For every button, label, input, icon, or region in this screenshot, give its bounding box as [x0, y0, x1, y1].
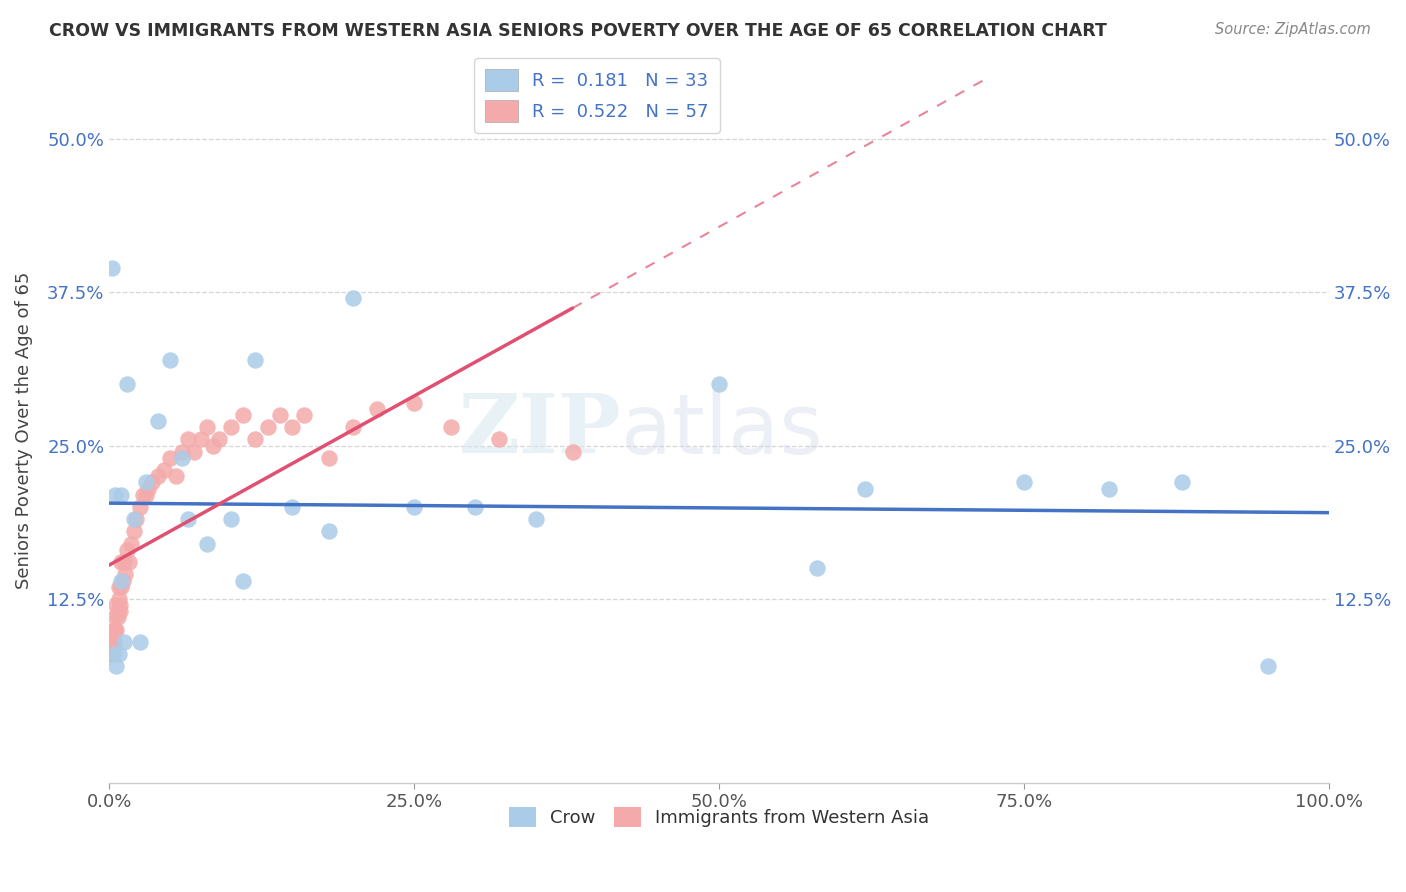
Text: ZIP: ZIP [458, 390, 621, 470]
Point [110, 555, 132, 569]
Point [117, 555, 139, 569]
Point [117, 542, 139, 557]
Point [98, 647, 121, 661]
Point [1012, 475, 1035, 490]
Point [440, 420, 463, 434]
Point [108, 580, 131, 594]
Point [464, 500, 486, 514]
Point [146, 414, 169, 428]
Point [488, 433, 510, 447]
Point [342, 420, 364, 434]
Point [195, 420, 218, 434]
Point [208, 433, 231, 447]
Point [366, 401, 388, 416]
Point [281, 420, 304, 434]
Point [101, 641, 124, 656]
Point [120, 537, 142, 551]
Point [117, 377, 139, 392]
Point [172, 450, 194, 465]
Point [111, 574, 134, 588]
Point [190, 433, 212, 447]
Point [108, 647, 131, 661]
Y-axis label: Seniors Poverty Over the Age of 65: Seniors Poverty Over the Age of 65 [15, 271, 32, 589]
Text: CROW VS IMMIGRANTS FROM WESTERN ASIA SENIORS POVERTY OVER THE AGE OF 65 CORRELAT: CROW VS IMMIGRANTS FROM WESTERN ASIA SEN… [49, 22, 1107, 40]
Point [108, 591, 131, 606]
Point [281, 500, 304, 514]
Point [141, 475, 163, 490]
Point [125, 512, 148, 526]
Text: atlas: atlas [621, 390, 823, 471]
Point [159, 450, 181, 465]
Point [159, 352, 181, 367]
Point [561, 444, 583, 458]
Point [318, 524, 340, 539]
Point [201, 439, 224, 453]
Point [108, 598, 131, 612]
Point [105, 623, 128, 637]
Point [402, 500, 425, 514]
Point [114, 567, 136, 582]
Text: Source: ZipAtlas.com: Source: ZipAtlas.com [1215, 22, 1371, 37]
Point [177, 433, 200, 447]
Point [104, 623, 127, 637]
Point [100, 260, 122, 275]
Point [318, 450, 340, 465]
Point [110, 488, 132, 502]
Point [100, 635, 122, 649]
Point [1098, 482, 1121, 496]
Point [219, 420, 242, 434]
Point [245, 352, 267, 367]
Point [219, 512, 242, 526]
Point [107, 604, 129, 618]
Point [98, 647, 121, 661]
Point [183, 444, 205, 458]
Point [172, 444, 194, 458]
Point [853, 482, 876, 496]
Point [103, 635, 125, 649]
Point [110, 580, 132, 594]
Point [232, 408, 254, 422]
Point [135, 475, 157, 490]
Point [103, 623, 125, 637]
Point [232, 574, 254, 588]
Point [136, 482, 159, 496]
Point [101, 629, 124, 643]
Point [146, 469, 169, 483]
Point [122, 524, 145, 539]
Point [524, 512, 547, 526]
Point [110, 574, 132, 588]
Point [195, 537, 218, 551]
Point [292, 408, 315, 422]
Point [128, 500, 150, 514]
Point [177, 512, 200, 526]
Point [402, 395, 425, 409]
Point [153, 463, 176, 477]
Point [112, 635, 135, 649]
Point [132, 488, 155, 502]
Point [135, 488, 157, 502]
Point [245, 433, 267, 447]
Point [256, 420, 278, 434]
Point [1257, 659, 1279, 673]
Point [1171, 475, 1194, 490]
Legend: Crow, Immigrants from Western Asia: Crow, Immigrants from Western Asia [502, 799, 936, 834]
Point [128, 635, 150, 649]
Point [103, 647, 125, 661]
Point [122, 512, 145, 526]
Point [112, 555, 135, 569]
Point [104, 610, 127, 624]
Point [707, 377, 730, 392]
Point [105, 659, 128, 673]
Point [105, 598, 128, 612]
Point [342, 291, 364, 305]
Point [806, 561, 828, 575]
Point [165, 469, 187, 483]
Point [104, 488, 127, 502]
Point [108, 604, 131, 618]
Point [269, 408, 291, 422]
Point [107, 610, 129, 624]
